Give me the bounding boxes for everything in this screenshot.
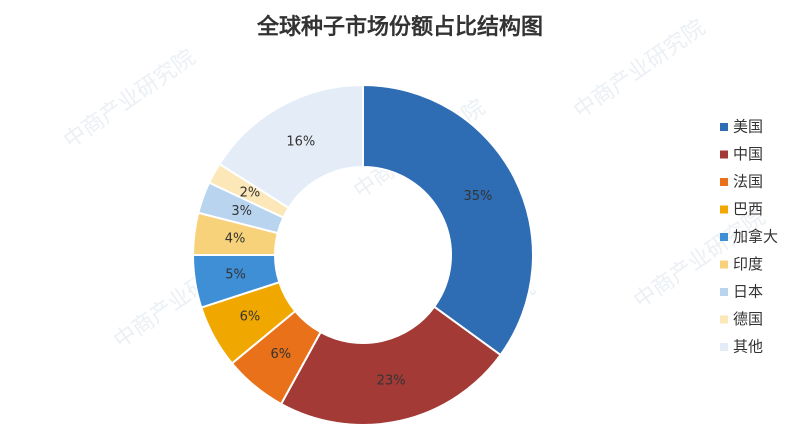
watermark: 中商产业研究院 [569, 15, 710, 124]
legend-swatch [720, 150, 728, 159]
legend-label: 美国 [733, 118, 763, 136]
legend-label: 其他 [733, 338, 763, 356]
slice [218, 83, 364, 210]
data-label: 16% [286, 134, 315, 149]
data-label: 6% [240, 310, 261, 325]
data-label: 6% [270, 347, 291, 362]
data-label: 5% [225, 268, 246, 283]
watermark: 中商产业研究院 [59, 45, 200, 154]
data-label: 2% [240, 185, 261, 200]
data-label: 4% [225, 231, 246, 246]
legend-label: 加拿大 [733, 228, 778, 246]
legend-label: 中国 [733, 145, 763, 163]
data-label: 23% [377, 373, 406, 388]
data-label: 35% [463, 189, 492, 204]
data-label: 3% [231, 204, 252, 219]
legend-label: 法国 [733, 173, 763, 191]
legend-swatch [720, 178, 728, 186]
legend-swatch [720, 288, 728, 296]
legend-swatch [720, 123, 728, 131]
chart-title: 全球种子市场份额占比结构图 [256, 14, 543, 40]
slice [279, 305, 502, 426]
legend-label: 印度 [733, 255, 763, 273]
legend-swatch [720, 205, 728, 214]
legend-swatch [720, 260, 728, 269]
legend-label: 德国 [733, 310, 763, 328]
legend-swatch [720, 315, 728, 324]
slice [362, 83, 534, 357]
legend-label: 日本 [733, 283, 763, 301]
legend-swatch [720, 343, 728, 351]
legend-swatch [720, 233, 728, 241]
legend-label: 巴西 [733, 200, 763, 218]
